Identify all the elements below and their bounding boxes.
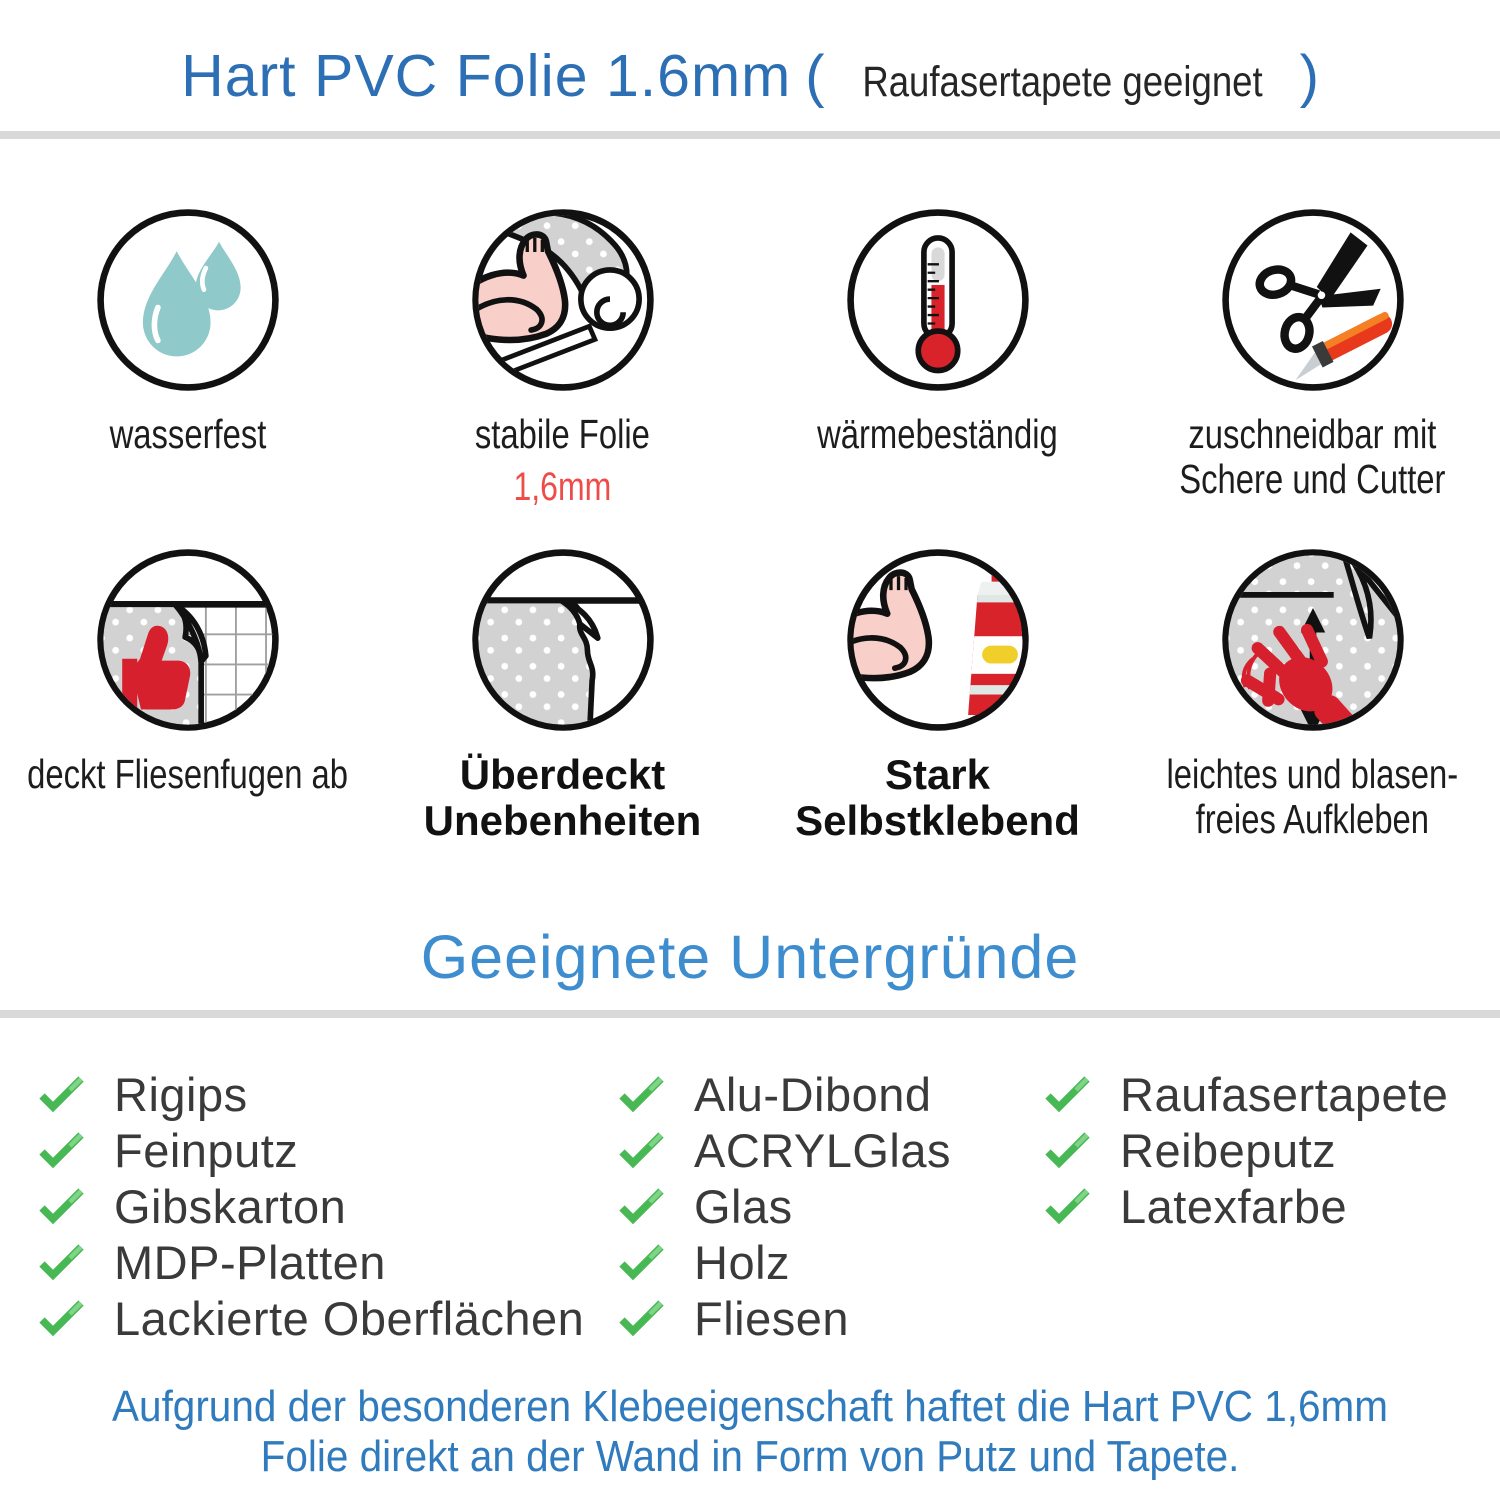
surface-label: MDP-Platten — [114, 1235, 386, 1289]
feature-stable-foil: stabile Folie 1,6mm — [375, 206, 750, 509]
feature-waterproof: wasserfest — [0, 206, 375, 509]
check-icon — [38, 1074, 88, 1114]
list-item: Lackierte Oberflächen — [38, 1290, 584, 1346]
list-item: Fliesen — [618, 1290, 951, 1346]
list-item: MDP-Platten — [38, 1234, 584, 1290]
surface-label: Rigips — [114, 1067, 248, 1121]
list-item: Reibeputz — [1044, 1122, 1448, 1178]
surface-label: Holz — [694, 1235, 791, 1289]
check-icon — [1044, 1074, 1094, 1114]
surface-label: Gibskarton — [114, 1179, 347, 1233]
surface-column-1: Rigips Feinputz Gibskarton MDP-Platten L… — [38, 1066, 584, 1346]
list-item: Feinputz — [38, 1122, 584, 1178]
scissors-cutter-icon — [1221, 209, 1404, 391]
surface-column-2: Alu-Dibond ACRYLGlas Glas Holz Fliesen — [618, 1066, 951, 1346]
thickness-value: 1,6mm — [513, 465, 612, 510]
feature-row-1: wasserfest — [0, 206, 1500, 509]
footer-line-1: Aufgrund der besonderen Klebeeigenschaft… — [112, 1382, 1388, 1431]
check-icon — [618, 1074, 668, 1114]
title-paren-open: ( — [805, 44, 825, 109]
feature-label: deckt Fliesenfugen ab — [27, 751, 348, 797]
check-icon — [618, 1186, 668, 1226]
feature-cuttable: zuschneidbar mit Schere und Cutter — [1125, 206, 1500, 509]
title-main: Hart PVC Folie 1.6mm — [181, 43, 792, 109]
footer-line-2: Folie direkt an der Wand in Form von Put… — [260, 1432, 1240, 1481]
divider-middle — [0, 1010, 1500, 1018]
surface-label: Raufasertapete — [1120, 1067, 1449, 1121]
check-icon — [38, 1298, 88, 1338]
divider-top — [0, 131, 1500, 139]
title-note: Raufasertapete geeignet — [861, 58, 1263, 106]
list-item: Alu-Dibond — [618, 1066, 951, 1122]
feature-covers-tile-joints: deckt Fliesenfugen ab — [0, 546, 375, 844]
tile-joints-icon — [96, 549, 279, 731]
feature-row-2: deckt Fliesenfugen ab — [0, 546, 1500, 844]
check-icon — [1044, 1130, 1094, 1170]
check-icon — [1044, 1186, 1094, 1226]
surface-label: Lackierte Oberflächen — [114, 1291, 585, 1345]
list-item: Rigips — [38, 1066, 584, 1122]
feature-label: wärmebeständig — [817, 411, 1058, 457]
list-item: Raufasertapete — [1044, 1066, 1448, 1122]
strong-foil-icon — [471, 209, 654, 391]
check-icon — [38, 1130, 88, 1170]
thermometer-icon — [846, 209, 1029, 391]
feature-covers-unevenness: Überdeckt Unebenheiten — [375, 546, 750, 844]
surface-label: Feinputz — [114, 1123, 299, 1177]
feature-label: Stark Selbstklebend — [795, 751, 1080, 845]
feature-bubble-free: leichtes und blasen- freies Aufkleben — [1125, 546, 1500, 844]
list-item: ACRYLGlas — [618, 1122, 951, 1178]
page-title: Hart PVC Folie 1.6mm( Raufasertapete geei… — [0, 22, 1500, 130]
surface-label: ACRYLGlas — [694, 1123, 952, 1177]
feature-self-adhesive: Stark Selbstklebend — [750, 546, 1125, 844]
surface-label: Glas — [694, 1179, 793, 1233]
surface-label: Fliesen — [694, 1291, 850, 1345]
surface-label: Latexfarbe — [1120, 1179, 1348, 1233]
surfaces-heading: Geeignete Untergründe — [420, 923, 1080, 991]
surface-column-3: Raufasertapete Reibeputz Latexfarbe — [1044, 1066, 1448, 1234]
feature-label: leichtes und blasen- freies Aufkleben — [1166, 751, 1459, 843]
feature-label: zuschneidbar mit Schere und Cutter — [1179, 411, 1446, 503]
list-item: Latexfarbe — [1044, 1178, 1448, 1234]
check-icon — [38, 1242, 88, 1282]
list-item: Glas — [618, 1178, 951, 1234]
title-paren-close: ) — [1299, 44, 1319, 109]
surface-label: Reibeputz — [1120, 1123, 1337, 1177]
feature-heat-resistant: wärmebeständig — [750, 206, 1125, 509]
list-item: Gibskarton — [38, 1178, 584, 1234]
feature-label: stabile Folie 1,6mm — [474, 411, 651, 510]
check-icon — [618, 1298, 668, 1338]
check-icon — [38, 1186, 88, 1226]
list-item: Holz — [618, 1234, 951, 1290]
covers-unevenness-icon — [471, 549, 654, 731]
water-drops-icon — [96, 209, 279, 391]
check-icon — [618, 1242, 668, 1282]
check-icon — [618, 1130, 668, 1170]
surface-label: Alu-Dibond — [694, 1067, 932, 1121]
bubble-free-icon — [1221, 549, 1404, 731]
feature-label: wasserfest — [109, 411, 266, 457]
footer-note: Aufgrund der besonderen Klebeeigenschaft… — [0, 1382, 1500, 1482]
feature-label: Überdeckt Unebenheiten — [423, 751, 702, 845]
self-adhesive-icon — [846, 549, 1029, 731]
